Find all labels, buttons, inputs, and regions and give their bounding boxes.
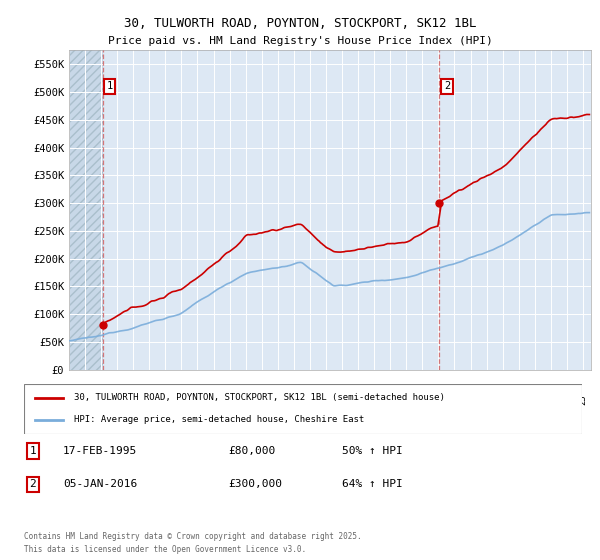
Text: 1: 1 [29,446,37,456]
Text: 02: 02 [209,395,218,405]
Text: 96: 96 [113,395,122,405]
Text: 19: 19 [482,395,491,405]
Text: 98: 98 [145,395,154,405]
Text: 15: 15 [418,395,427,405]
Text: 95: 95 [97,395,106,405]
Text: 16: 16 [434,395,443,405]
Text: 00: 00 [177,395,186,405]
Text: 93: 93 [64,395,73,405]
Text: 94: 94 [80,395,89,405]
Text: 30, TULWORTH ROAD, POYNTON, STOCKPORT, SK12 1BL: 30, TULWORTH ROAD, POYNTON, STOCKPORT, S… [124,17,476,30]
Text: 64% ↑ HPI: 64% ↑ HPI [342,479,403,489]
Text: 2: 2 [444,82,450,91]
Text: 22: 22 [530,395,539,405]
Text: £80,000: £80,000 [228,446,275,456]
Text: 05: 05 [257,395,266,405]
Text: 14: 14 [402,395,411,405]
Text: £300,000: £300,000 [228,479,282,489]
Text: 17: 17 [450,395,459,405]
FancyBboxPatch shape [24,384,582,434]
Text: Contains HM Land Registry data © Crown copyright and database right 2025.
This d: Contains HM Land Registry data © Crown c… [24,532,362,554]
Text: Price paid vs. HM Land Registry's House Price Index (HPI): Price paid vs. HM Land Registry's House … [107,36,493,46]
Text: 04: 04 [241,395,250,405]
Text: 07: 07 [289,395,298,405]
Text: 03: 03 [225,395,234,405]
Text: 18: 18 [466,395,475,405]
Text: 25: 25 [578,395,587,405]
Text: 17-FEB-1995: 17-FEB-1995 [63,446,137,456]
Text: 24: 24 [562,395,571,405]
Text: 21: 21 [514,395,523,405]
Text: 50% ↑ HPI: 50% ↑ HPI [342,446,403,456]
Text: 30, TULWORTH ROAD, POYNTON, STOCKPORT, SK12 1BL (semi-detached house): 30, TULWORTH ROAD, POYNTON, STOCKPORT, S… [74,393,445,402]
Text: 05-JAN-2016: 05-JAN-2016 [63,479,137,489]
Text: 01: 01 [193,395,202,405]
Text: 08: 08 [305,395,314,405]
Text: 23: 23 [547,395,556,405]
Text: 09: 09 [322,395,331,405]
Text: 06: 06 [273,395,282,405]
Text: 97: 97 [129,395,138,405]
Text: 11: 11 [353,395,362,405]
Text: 2: 2 [29,479,37,489]
Text: 12: 12 [370,395,379,405]
Text: 1: 1 [106,82,113,91]
Bar [69,50,103,370]
Text: 13: 13 [386,395,395,405]
Text: 99: 99 [161,395,170,405]
Text: 20: 20 [498,395,507,405]
Text: HPI: Average price, semi-detached house, Cheshire East: HPI: Average price, semi-detached house,… [74,416,364,424]
Text: 10: 10 [338,395,347,405]
